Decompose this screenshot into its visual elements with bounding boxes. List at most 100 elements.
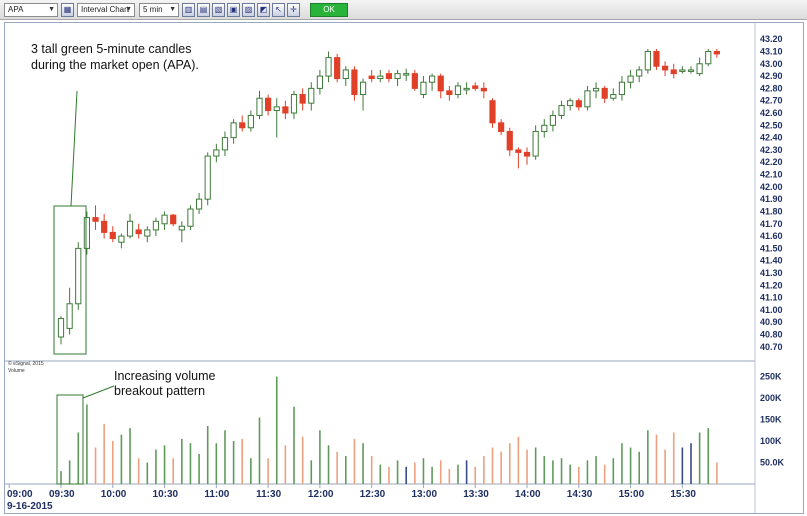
ok-button[interactable]: OK: [310, 3, 348, 17]
candle-body: [636, 69, 643, 77]
candle-body: [541, 124, 548, 132]
candle-series: [57, 49, 720, 345]
candle-body: [178, 225, 185, 231]
candle-body: [411, 73, 418, 89]
date-label: 9-16-2015: [7, 501, 53, 512]
price-tick-label: 41.70: [760, 219, 783, 229]
chart-toolbar: APA ▼ ▦ Interval Chart ▼ 5 min ▼ ▥ ▤ ▧ ▣…: [0, 0, 807, 20]
candle-body: [446, 90, 453, 96]
annotation-volume-box: [56, 394, 84, 485]
price-axis-labels: 43.20 43.10 43.00 42.90 42.80 42.70 42.60 42.50…: [760, 34, 783, 352]
time-tick-label: 11:30: [256, 489, 281, 500]
candle-body: [498, 122, 505, 132]
bar-chart-icon[interactable]: ▥: [182, 3, 195, 17]
price-tick-label: 42.50: [760, 120, 783, 130]
price-tick-label: 42.00: [760, 182, 783, 192]
candle-body: [437, 75, 444, 92]
time-tick-label: 09:00: [7, 489, 33, 500]
candle-body: [221, 137, 229, 151]
time-axis-labels: 09:00 09:30 10:00 10:30 11:00 11:30 12:00 12:30…: [7, 484, 696, 500]
table-icon[interactable]: ▣: [227, 3, 240, 17]
price-tick-label: 41.80: [760, 206, 783, 216]
grid-icon[interactable]: ▦: [61, 3, 74, 17]
interval-type-select[interactable]: Interval Chart ▼: [77, 3, 135, 17]
volume-series: [60, 376, 718, 484]
candle-body: [273, 106, 280, 112]
candle-body: [549, 114, 557, 126]
price-tick-label: 41.90: [760, 194, 783, 204]
candle-body: [420, 81, 427, 96]
candle-body: [618, 81, 626, 96]
price-tick-label: 42.60: [760, 108, 783, 118]
price-tick-label: 42.40: [760, 133, 783, 143]
price-tick-label: 42.10: [760, 170, 783, 180]
time-tick-label: 10:30: [153, 489, 179, 500]
candle-body: [239, 122, 246, 129]
candle-body: [290, 94, 298, 114]
volume-tick-label: 250K: [760, 372, 782, 382]
candle-body: [256, 97, 263, 116]
interval-select[interactable]: 5 min ▼: [139, 3, 179, 17]
candle-body: [567, 100, 574, 107]
candle-body: [713, 50, 720, 55]
candle-body: [584, 90, 591, 108]
time-tick-label: 12:30: [360, 489, 386, 500]
price-tick-label: 43.20: [760, 34, 783, 44]
price-tick-label: 42.70: [760, 96, 783, 106]
price-tick-label: 43.00: [760, 59, 783, 69]
candle-body: [532, 130, 539, 157]
palette-icon[interactable]: ◩: [257, 3, 270, 17]
candle-body: [101, 220, 108, 233]
time-tick-label: 15:30: [670, 489, 696, 500]
candle-body: [472, 85, 479, 89]
volume-tick-label: 150K: [760, 415, 782, 425]
candle-body: [506, 130, 513, 151]
candle-chart-icon[interactable]: ▤: [197, 3, 210, 17]
volume-axis-labels: 250K 200K 150K 100K 50.0K: [760, 372, 785, 468]
annotation-open-box: [53, 205, 87, 355]
candle-body: [670, 69, 677, 75]
candle-body: [575, 100, 582, 108]
price-tick-label: 41.20: [760, 280, 783, 290]
candle-body: [109, 231, 116, 240]
candle-body: [489, 100, 496, 124]
legend-volume: Volume: [8, 368, 25, 374]
candle-body: [403, 73, 410, 76]
time-tick-label: 14:30: [567, 489, 593, 500]
crosshair-icon[interactable]: ✛: [287, 3, 300, 17]
candlestick-chart: 43.20 43.10 43.00 42.90 42.80 42.70 42.60 42.50…: [5, 23, 785, 513]
price-tick-label: 40.90: [760, 317, 783, 327]
volume-tick-label: 100K: [760, 436, 782, 446]
candle-body: [662, 65, 669, 71]
time-tick-label: 13:00: [411, 489, 437, 500]
candle-body: [601, 87, 608, 99]
candle-body: [265, 97, 272, 112]
price-tick-label: 41.50: [760, 243, 783, 253]
candle-body: [592, 87, 600, 92]
candle-body: [144, 229, 151, 237]
candle-body: [299, 94, 306, 104]
candle-body: [213, 149, 220, 157]
time-tick-label: 12:00: [308, 489, 334, 500]
candle-body: [195, 198, 203, 210]
candle-body: [92, 217, 99, 222]
candle-body: [187, 208, 194, 227]
candle-body: [230, 122, 237, 139]
candle-body: [705, 50, 712, 65]
line-chart-icon[interactable]: ▧: [212, 3, 225, 17]
symbol-input[interactable]: APA ▼: [4, 3, 58, 17]
candle-body: [679, 69, 686, 72]
symbol-value: APA: [8, 5, 24, 14]
layout-icon[interactable]: ▨: [242, 3, 255, 17]
candle-body: [161, 214, 168, 225]
price-tick-label: 40.80: [760, 330, 783, 340]
candle-body: [696, 63, 703, 75]
candle-body: [325, 57, 332, 77]
cursor-icon[interactable]: ↖: [272, 3, 285, 17]
time-tick-label: 13:30: [463, 489, 489, 500]
candle-body: [687, 69, 695, 72]
candle-body: [204, 155, 211, 200]
candle-body: [308, 87, 315, 104]
candle-body: [126, 220, 134, 237]
annotation-open-pointer: [70, 90, 78, 207]
